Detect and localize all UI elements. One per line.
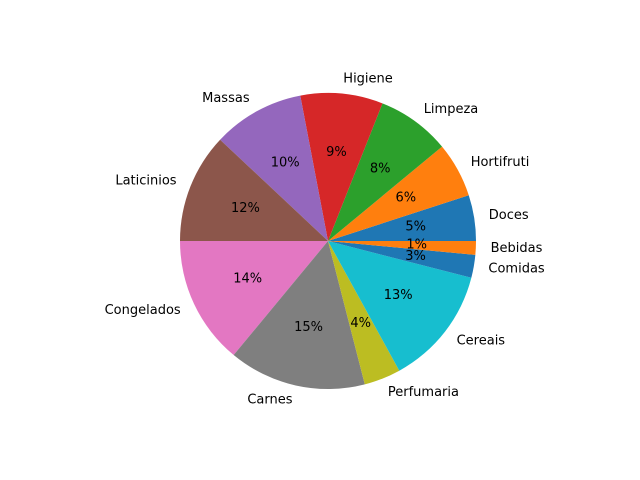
pie-pct-label-hortifruti: 6% [395,191,416,206]
pie-slice-perfumaria [328,241,400,385]
pie-pct-label-cereais: 13% [384,288,413,303]
pie-slice-cereais [328,241,472,371]
pie-pct-label-laticinios: 12% [231,201,260,216]
pie-pct-label-bebidas: 1% [406,238,427,253]
pie-category-label-higiene: Higiene [343,71,393,86]
pie-category-label-comidas: Comidas [488,262,545,277]
percent-labels-layer: 5% 6% 8% 9% 10% 12% 14% 15% 4% 13% 3%1% [231,145,427,335]
pie-slice-bebidas [328,241,476,255]
pie-pct-label-congelados: 14% [233,271,262,286]
pie-pct-label-higiene: 9% [326,145,347,160]
pie-pct-label-comidas: 3% [405,249,426,264]
pie-category-label-carnes: Carnes [247,392,292,407]
pie-slice-carnes [233,241,365,390]
pie-category-label-massas: Massas [202,91,250,106]
pie-category-label-laticinios: Laticinios [115,174,176,189]
category-labels-layer: Doces Hortifruti Limpeza Higiene Massas Latic… [105,71,545,407]
pie-slice-congelados [180,241,328,356]
pie-category-label-doces: Doces [489,208,529,223]
pie-category-label-limpeza: Limpeza [424,102,479,117]
pie-slice-laticinios [180,139,328,241]
pie-pct-label-doces: 5% [405,220,426,235]
pie-slice-massas [220,95,328,242]
pie-category-label-perfumaria: Perfumaria [388,385,459,400]
pie-category-label-congelados: Congelados [105,303,181,318]
pie-slice-limpeza [328,103,443,241]
pie-category-label-bebidas: Bebidas [491,241,543,256]
pie-slice-comidas [328,241,476,278]
pie-category-label-cereais: Cereais [457,333,506,348]
pie-pct-label-limpeza: 8% [370,162,391,177]
pie-slice-doces [328,195,476,241]
pie-pct-label-massas: 10% [271,156,300,171]
pie-slice-hortifruti [328,146,469,241]
pie-pct-label-perfumaria: 4% [350,316,371,331]
pie-category-label-hortifruti: Hortifruti [471,155,530,170]
pie-slice-higiene [300,92,383,241]
slices-layer [180,92,476,390]
pie-pct-label-carnes: 15% [294,320,323,335]
